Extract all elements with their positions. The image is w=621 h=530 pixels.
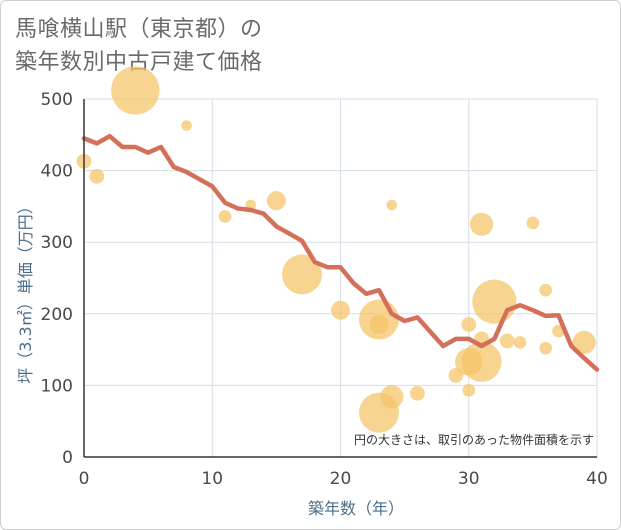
size-note: 円の大きさは、取引のあった物件面積を示す xyxy=(354,432,594,447)
x-tick-label: 40 xyxy=(586,469,608,489)
y-tick-label: 0 xyxy=(62,448,73,468)
data-bubble xyxy=(461,317,477,332)
x-tick-label: 10 xyxy=(201,469,223,489)
x-tick-label: 20 xyxy=(330,469,352,489)
data-bubble xyxy=(410,385,425,401)
data-bubble xyxy=(331,300,350,320)
data-bubble xyxy=(266,191,286,211)
data-bubble xyxy=(572,330,596,355)
chart-title: 馬喰横山駅（東京都）の 築年数別中古戸建て価格 xyxy=(15,13,263,79)
x-tick-label: 30 xyxy=(458,469,480,489)
data-bubble xyxy=(181,120,192,131)
chart-title-line-1: 馬喰横山駅（東京都）の xyxy=(15,17,263,42)
y-tick-label: 300 xyxy=(41,233,73,253)
y-tick-label: 400 xyxy=(41,162,73,182)
data-bubble xyxy=(111,66,160,115)
y-axis-title: 坪（3.3㎡）単価（万円） xyxy=(16,198,35,383)
data-bubble xyxy=(526,216,540,230)
data-bubble xyxy=(469,212,494,236)
grid-lines xyxy=(84,98,598,457)
y-tick-label: 200 xyxy=(41,305,73,325)
x-tick-label: 0 xyxy=(79,469,90,489)
x-axis-title: 築年数（年） xyxy=(308,499,404,518)
data-bubble xyxy=(513,336,527,349)
data-bubble xyxy=(380,385,404,409)
data-bubble xyxy=(282,254,323,295)
data-bubble xyxy=(472,279,517,324)
data-bubble xyxy=(462,384,476,397)
data-bubble xyxy=(369,315,389,335)
y-tick-label: 100 xyxy=(41,376,73,396)
axes: 0 100 200 300 400 500 0 10 20 30 40 xyxy=(41,90,608,489)
data-bubble xyxy=(461,341,502,382)
data-bubble xyxy=(499,333,515,349)
data-bubble xyxy=(539,341,553,355)
data-bubble xyxy=(386,199,398,211)
data-bubble xyxy=(218,210,232,223)
data-bubble xyxy=(539,283,553,297)
y-tick-label: 500 xyxy=(41,90,73,110)
trend-line xyxy=(81,133,600,372)
data-bubble xyxy=(89,168,105,184)
